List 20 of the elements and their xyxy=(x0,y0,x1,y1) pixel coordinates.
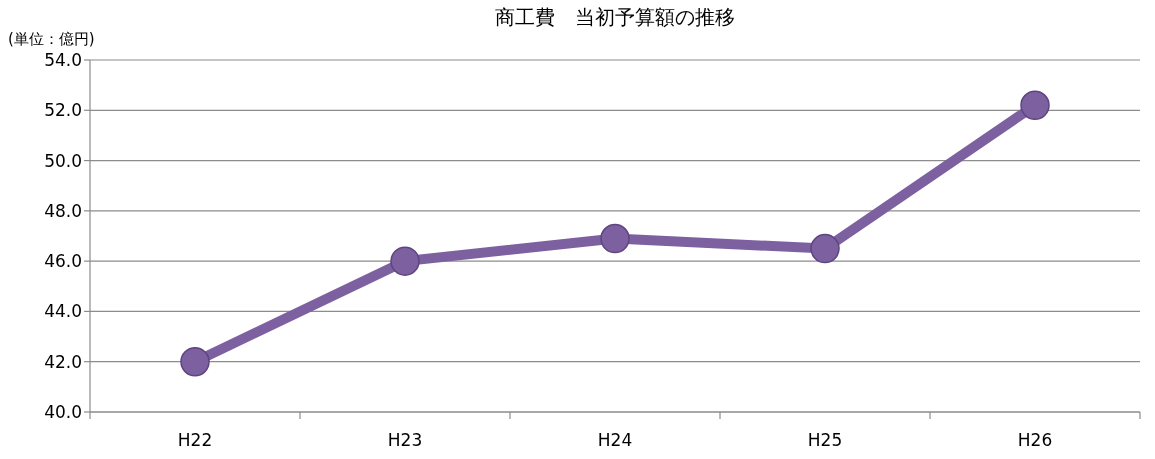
point xyxy=(600,223,630,254)
point xyxy=(180,346,210,377)
y-tick-label: 46.0 xyxy=(44,251,82,272)
x-tick-label: H24 xyxy=(597,430,633,450)
y-tick-label: 42.0 xyxy=(44,351,82,372)
x-tick-label: H26 xyxy=(1017,430,1053,450)
chart-title: 商工費 当初予算額の推移 xyxy=(495,5,735,29)
y-tick-label: 50.0 xyxy=(44,150,82,171)
point xyxy=(1020,90,1050,121)
y-tick-label: 44.0 xyxy=(44,301,82,322)
x-tick-label: H23 xyxy=(387,430,423,450)
x-tick-label: H22 xyxy=(177,430,213,450)
y-tick-label: 54.0 xyxy=(44,50,82,70)
y-axis-title: (単位：億円) xyxy=(8,30,95,48)
x-tick-label: H25 xyxy=(807,430,843,450)
y-tick-label: 48.0 xyxy=(44,200,82,221)
point xyxy=(810,233,840,264)
y-tick-label: 52.0 xyxy=(44,100,82,121)
y-tick-label: 40.0 xyxy=(44,402,82,422)
point xyxy=(390,246,420,276)
